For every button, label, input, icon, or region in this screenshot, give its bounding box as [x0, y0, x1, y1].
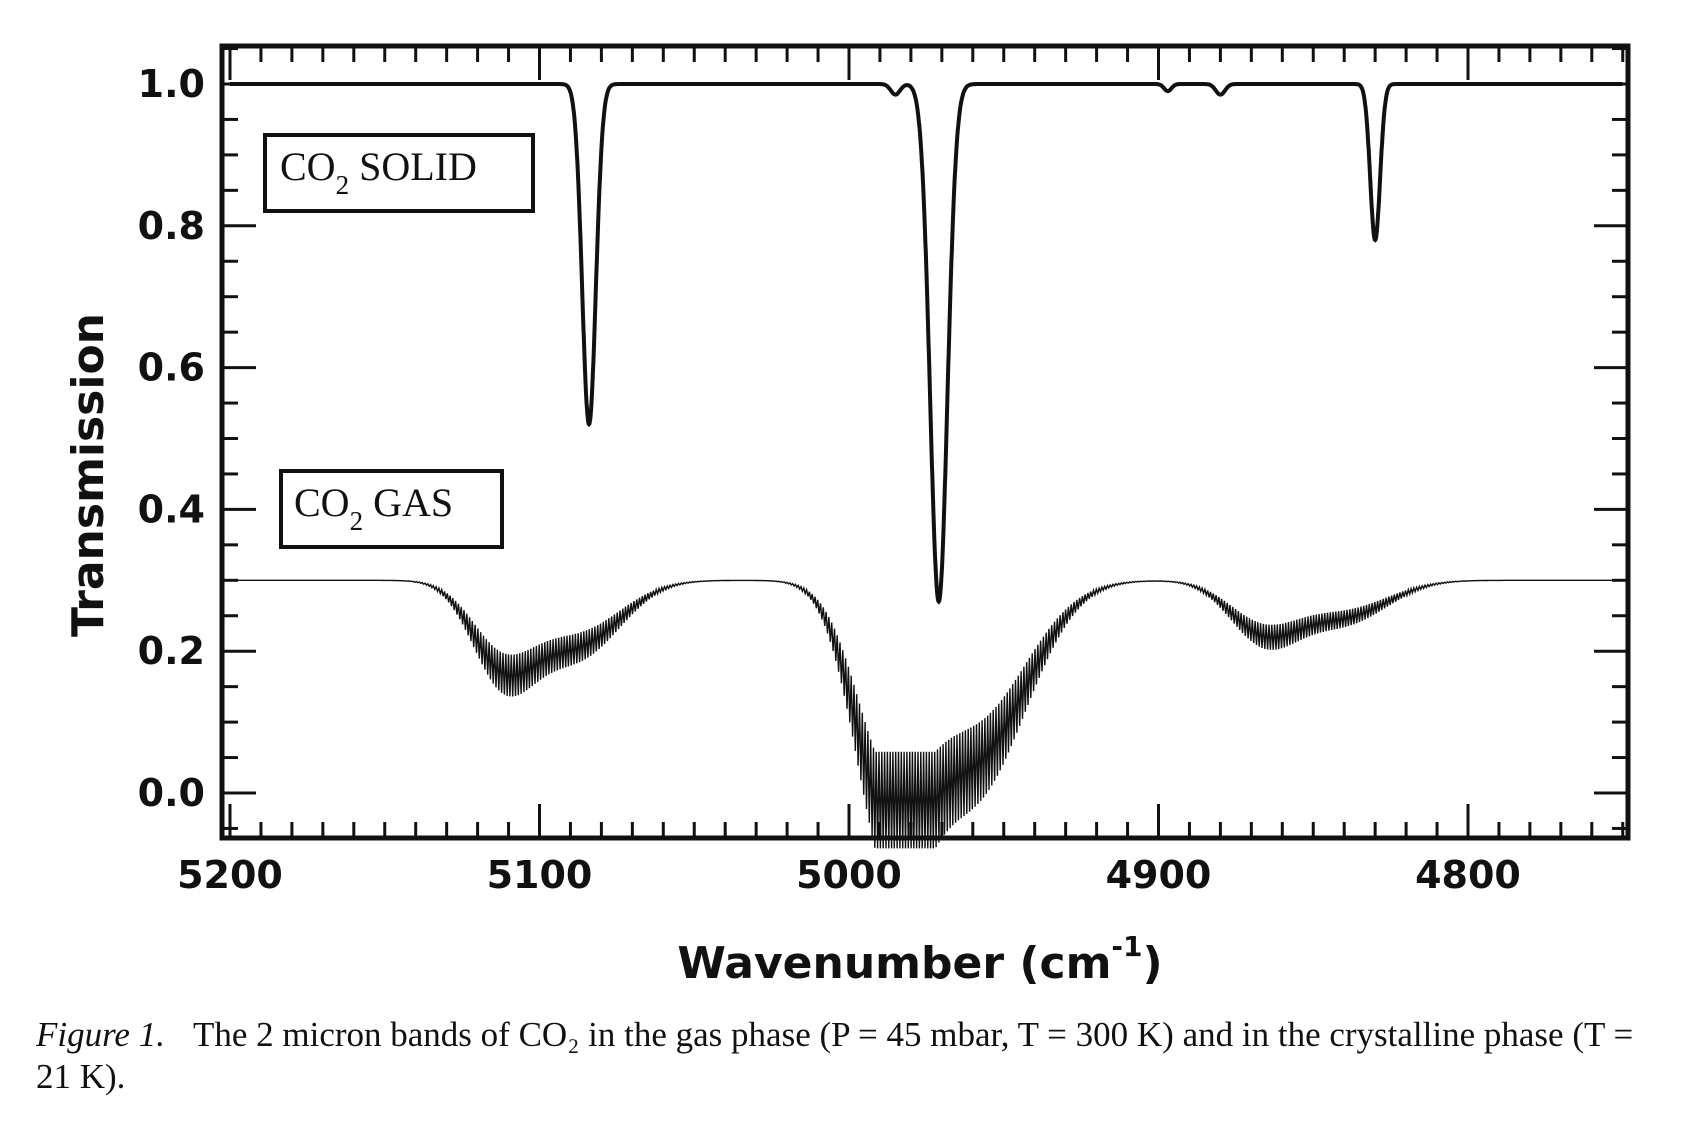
y-tick-labels: 0.0 0.2 0.4 0.6 0.8 1.0 — [138, 62, 205, 815]
legend-box-gas — [279, 469, 504, 549]
caption-label: Figure 1. — [36, 1015, 165, 1054]
y-tick-label: 0.8 — [138, 204, 205, 248]
x-tick-label: 4900 — [1106, 853, 1212, 897]
y-tick-label: 0.6 — [138, 346, 205, 390]
y-tick-label: 1.0 — [138, 62, 205, 106]
y-axis-title: Transmission — [63, 313, 114, 637]
series-co2-solid-line — [230, 82, 1623, 605]
series-co2-gas-line — [230, 579, 1623, 849]
spectrum-chart: 0.00.20.40.60.81.0 5200 5100 5000 4900 4800 … — [63, 43, 1631, 989]
figure-caption: Figure 1. The 2 micron bands of CO₂ in th… — [36, 1014, 1656, 1098]
caption-text: The 2 micron bands of CO₂ in the gas pha… — [36, 1015, 1634, 1096]
y-tick-label: 0.2 — [138, 629, 205, 673]
x-tick-label: 5200 — [177, 853, 283, 897]
legend-label-gas: CO2 GAS — [294, 480, 453, 536]
tick-marks — [222, 46, 1628, 838]
y-tick-label: 0.4 — [138, 487, 205, 531]
legend-label-solid: CO2 SOLID — [280, 144, 477, 200]
legend-box-solid — [263, 133, 535, 213]
legend-co2-gas: CO2 GAS — [279, 469, 504, 549]
legend-co2-solid: CO2 SOLID — [263, 133, 535, 213]
x-axis-title: Wavenumber (cm-1) — [677, 930, 1162, 989]
x-tick-label: 5000 — [796, 853, 902, 897]
x-tick-labels: 5200 5100 5000 4900 4800 — [177, 853, 1521, 897]
x-tick-label: 5100 — [487, 853, 593, 897]
y-tick-label: 0.0 — [138, 771, 205, 815]
x-tick-label: 4800 — [1415, 853, 1521, 897]
